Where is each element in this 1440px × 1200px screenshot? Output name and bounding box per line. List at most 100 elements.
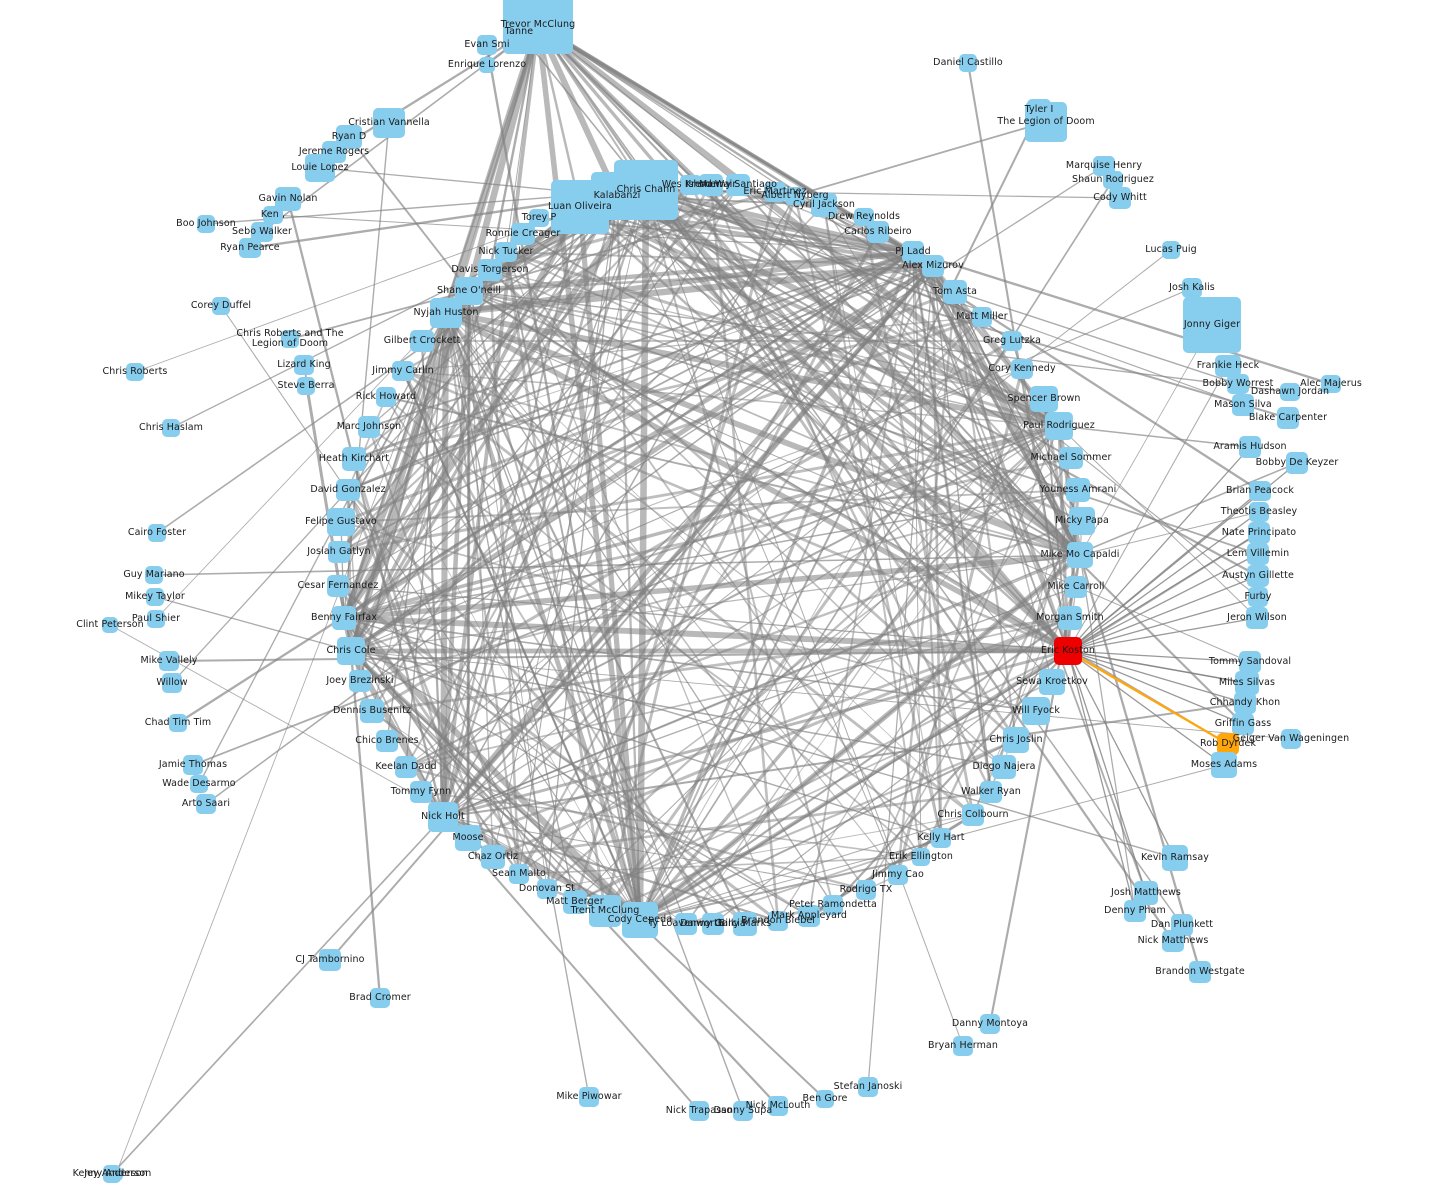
graph-node[interactable] xyxy=(811,193,837,217)
graph-node[interactable] xyxy=(733,912,757,936)
graph-node[interactable] xyxy=(373,108,405,138)
graph-node[interactable] xyxy=(263,206,283,224)
graph-node[interactable] xyxy=(1248,522,1270,544)
graph-node[interactable] xyxy=(1045,412,1073,440)
graph-node[interactable] xyxy=(823,895,843,915)
graph-node[interactable] xyxy=(511,223,535,245)
graph-node[interactable] xyxy=(509,864,529,884)
graph-node[interactable] xyxy=(1235,671,1259,695)
graph-node[interactable] xyxy=(680,175,702,195)
graph-node[interactable] xyxy=(337,637,365,665)
graph-node[interactable] xyxy=(102,617,118,633)
graph-node[interactable] xyxy=(699,174,723,196)
graph-node[interactable] xyxy=(1109,187,1131,209)
graph-node[interactable] xyxy=(888,865,908,885)
graph-node[interactable] xyxy=(183,755,203,775)
graph-node[interactable] xyxy=(297,377,315,395)
graph-node[interactable] xyxy=(327,575,349,597)
graph-node[interactable] xyxy=(190,775,208,793)
graph-node[interactable] xyxy=(962,804,984,826)
graph-node[interactable] xyxy=(1002,331,1022,351)
graph-node[interactable] xyxy=(239,238,261,258)
graph-node[interactable] xyxy=(251,222,273,242)
graph-node[interactable] xyxy=(477,35,497,55)
graph-node[interactable] xyxy=(785,187,805,205)
graph-node[interactable] xyxy=(410,330,434,352)
graph-node[interactable] xyxy=(212,297,230,315)
graph-node[interactable] xyxy=(395,756,417,778)
graph-node[interactable] xyxy=(1067,542,1093,568)
graph-node[interactable] xyxy=(726,174,750,196)
graph-node[interactable] xyxy=(1065,576,1087,598)
graph-node[interactable] xyxy=(1003,727,1029,753)
graph-node[interactable] xyxy=(360,699,384,723)
graph-node[interactable] xyxy=(162,673,182,693)
graph-node[interactable] xyxy=(392,361,414,381)
graph-node[interactable] xyxy=(675,913,697,935)
graph-node[interactable] xyxy=(1215,355,1241,377)
graph-node[interactable] xyxy=(943,280,967,304)
graph-node[interactable] xyxy=(768,1096,788,1116)
graph-node[interactable] xyxy=(798,905,820,927)
graph-node[interactable] xyxy=(294,355,314,375)
graph-node[interactable] xyxy=(1030,386,1058,412)
graph-node[interactable] xyxy=(319,949,341,971)
graph-node[interactable] xyxy=(622,902,658,938)
graph-node[interactable] xyxy=(1249,481,1271,501)
graph-node[interactable] xyxy=(867,221,889,243)
graph-node[interactable] xyxy=(376,730,398,752)
graph-node[interactable] xyxy=(342,447,366,471)
graph-node[interactable] xyxy=(689,1101,709,1121)
graph-node[interactable] xyxy=(1217,733,1239,755)
graph-node[interactable] xyxy=(410,781,432,803)
graph-node[interactable] xyxy=(1162,241,1180,259)
graph-node[interactable] xyxy=(1247,565,1269,587)
graph-node[interactable] xyxy=(1011,359,1033,379)
graph-node[interactable] xyxy=(376,387,396,407)
graph-node[interactable] xyxy=(327,508,355,536)
graph-node[interactable] xyxy=(1239,651,1261,673)
graph-node[interactable] xyxy=(816,1090,834,1108)
graph-node[interactable] xyxy=(1277,407,1299,429)
graph-node[interactable] xyxy=(1183,297,1241,353)
graph-node[interactable] xyxy=(980,781,1002,803)
graph-node[interactable] xyxy=(370,988,390,1008)
graph-node[interactable] xyxy=(358,416,380,438)
graph-node[interactable] xyxy=(332,606,356,630)
graph-node[interactable] xyxy=(428,802,458,832)
graph-node[interactable] xyxy=(1025,102,1067,142)
graph-node[interactable] xyxy=(959,54,977,72)
graph-node[interactable] xyxy=(349,670,371,692)
graph-node[interactable] xyxy=(858,1077,878,1097)
graph-node[interactable] xyxy=(1246,607,1268,629)
graph-node[interactable] xyxy=(902,241,924,263)
graph-node[interactable] xyxy=(764,182,786,202)
graph-node[interactable] xyxy=(147,610,165,628)
graph-node[interactable] xyxy=(162,419,180,437)
graph-node[interactable] xyxy=(145,566,163,584)
graph-node[interactable] xyxy=(1227,374,1249,394)
graph-node[interactable] xyxy=(733,1101,753,1121)
graph-node[interactable] xyxy=(1234,692,1256,714)
graph-node[interactable] xyxy=(328,541,350,563)
graph-node[interactable] xyxy=(148,524,166,542)
graph-node[interactable] xyxy=(1286,452,1308,474)
graph-node[interactable] xyxy=(1280,383,1300,401)
graph-node[interactable] xyxy=(495,242,517,262)
graph-node[interactable] xyxy=(589,895,621,927)
graph-node[interactable] xyxy=(430,298,462,328)
graph-node[interactable] xyxy=(1162,845,1188,871)
graph-node[interactable] xyxy=(912,848,930,866)
graph-node[interactable] xyxy=(1248,587,1268,607)
graph-node[interactable] xyxy=(1211,752,1237,778)
graph-node[interactable] xyxy=(146,588,164,606)
graph-node[interactable] xyxy=(336,479,360,501)
graph-node[interactable] xyxy=(505,20,533,44)
graph-node[interactable] xyxy=(1054,637,1082,665)
graph-node[interactable] xyxy=(972,307,992,327)
graph-node[interactable] xyxy=(1124,900,1146,922)
graph-node[interactable] xyxy=(1249,502,1269,522)
graph-node[interactable] xyxy=(768,911,788,931)
graph-node[interactable] xyxy=(529,209,549,227)
